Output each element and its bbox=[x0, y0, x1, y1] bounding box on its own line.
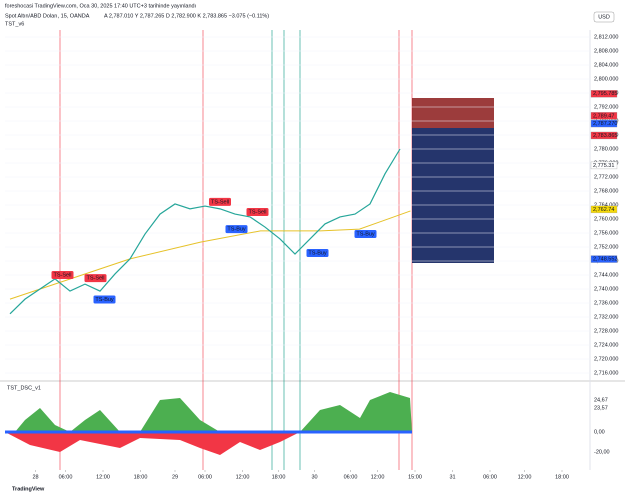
lower-axis-label: 23,57 bbox=[594, 405, 608, 411]
x-tick-label: 29 bbox=[172, 474, 178, 480]
x-tick-label: 12:00 bbox=[96, 474, 110, 480]
price-tag-label: 2,787.270 bbox=[593, 121, 617, 127]
x-tick-label: 31 bbox=[449, 474, 455, 480]
price-line bbox=[9, 148, 401, 315]
y-tick-label: 2,808.000 bbox=[594, 48, 618, 54]
currency: USD bbox=[598, 14, 610, 20]
y-tick-label: 2,736.000 bbox=[594, 300, 618, 306]
y-tick-label: 2,720.000 bbox=[594, 356, 618, 362]
x-tick-label: 12:00 bbox=[371, 474, 385, 480]
x-tick-label: 12:00 bbox=[236, 474, 250, 480]
footer-logo: TradingView bbox=[12, 486, 45, 492]
y-tick-label: 2,716.000 bbox=[594, 370, 618, 376]
signal-box bbox=[306, 248, 329, 257]
x-tick-label: 15:00 bbox=[408, 474, 422, 480]
lower-axis-label: 24,67 bbox=[594, 397, 608, 403]
y-tick-label: 2,804.000 bbox=[594, 62, 618, 68]
signal-label: TS-Sell bbox=[86, 276, 104, 282]
price-tag-label: 2,762.74 bbox=[593, 207, 614, 213]
price-tag bbox=[590, 90, 618, 98]
signal-box bbox=[51, 271, 74, 279]
x-tick-label: 06:00 bbox=[344, 474, 358, 480]
risk-zone bbox=[412, 98, 494, 128]
x-tick-label: 18:00 bbox=[134, 474, 148, 480]
signal-box bbox=[84, 274, 107, 283]
price-tag bbox=[590, 205, 618, 214]
y-tick-label: 2,744.000 bbox=[594, 272, 618, 278]
x-tick-label: 06:00 bbox=[59, 474, 73, 480]
lower-panel-title: TST_DSC_v1 bbox=[7, 385, 41, 391]
y-tick-label: 2,732.000 bbox=[594, 314, 618, 320]
x-tick-label: 12:00 bbox=[518, 474, 532, 480]
oscillator bbox=[5, 392, 412, 455]
indicator-name: TST_v6 bbox=[5, 21, 24, 27]
price-tag-label: 2,748.552 bbox=[593, 257, 617, 263]
y-tick-label: 2,812.000 bbox=[594, 34, 618, 40]
signal-label: TS-Buy bbox=[308, 250, 327, 256]
oscillator-positive bbox=[5, 392, 412, 432]
signal-label: TS-Sell bbox=[211, 199, 229, 205]
y-tick-label: 2,760.000 bbox=[594, 216, 618, 222]
y-tick-label: 2,740.000 bbox=[594, 286, 618, 292]
x-tick-label: 18:00 bbox=[555, 474, 569, 480]
price-tag bbox=[590, 131, 618, 140]
x-tick-label: 06:00 bbox=[483, 474, 497, 480]
reward-zone bbox=[412, 128, 494, 263]
price-tag-label: 2,795.785 bbox=[593, 91, 617, 97]
signal-label: TS-Sell bbox=[248, 209, 266, 215]
oscillator-negative bbox=[5, 432, 300, 455]
price-tag bbox=[590, 112, 618, 120]
signal-label: TS-Sell bbox=[53, 272, 71, 278]
x-tick-label: 18:00 bbox=[272, 474, 286, 480]
x-tick-label: 30 bbox=[311, 474, 317, 480]
x-tick-label: 06:00 bbox=[198, 474, 212, 480]
y-tick-label: 2,800.000 bbox=[594, 76, 618, 82]
signal-box bbox=[354, 230, 377, 239]
symbol: Spot Altın/ABD Doları, 15, OANDA bbox=[5, 13, 90, 19]
price-tag-label: 2,789.47 bbox=[593, 113, 614, 119]
price-tag bbox=[590, 119, 618, 128]
price-tag-label: 2,783.865 bbox=[593, 133, 617, 139]
signal-box bbox=[246, 208, 269, 216]
y-tick-label: 2,756.000 bbox=[594, 230, 618, 236]
y-tick-label: 2,772.000 bbox=[594, 174, 618, 180]
y-tick-label: 2,768.000 bbox=[594, 188, 618, 194]
lower-axis-label: -20,00 bbox=[594, 449, 610, 455]
signal-box bbox=[225, 225, 248, 234]
y-tick-label: 2,792.000 bbox=[594, 104, 618, 110]
x-tick-label: 28 bbox=[32, 474, 38, 480]
signal-box bbox=[209, 197, 231, 206]
publish-line: foreshocasi TradingView.com, Oca 30, 202… bbox=[5, 3, 196, 9]
ohlc: A 2,787.010 Y 2,787.265 D 2,782.900 K 2,… bbox=[104, 13, 269, 19]
y-tick-label: 2,724.000 bbox=[594, 342, 618, 348]
currency-box[interactable] bbox=[593, 11, 615, 23]
lower-axis-label: 0,00 bbox=[594, 429, 605, 435]
price-tag-label: 2,775.31 bbox=[593, 163, 614, 169]
signal-box bbox=[93, 295, 116, 304]
price-tag bbox=[590, 255, 618, 263]
signal-label: TS-Buy bbox=[356, 232, 375, 238]
y-tick-label: 2,728.000 bbox=[594, 328, 618, 334]
signal-label: TS-Buy bbox=[227, 227, 246, 233]
y-tick-label: 2,752.000 bbox=[594, 244, 618, 250]
y-tick-label: 2,764.000 bbox=[594, 202, 618, 208]
signal-label: TS-Buy bbox=[95, 297, 114, 303]
price-tag bbox=[590, 161, 618, 170]
y-tick-label: 2,780.000 bbox=[594, 146, 618, 152]
